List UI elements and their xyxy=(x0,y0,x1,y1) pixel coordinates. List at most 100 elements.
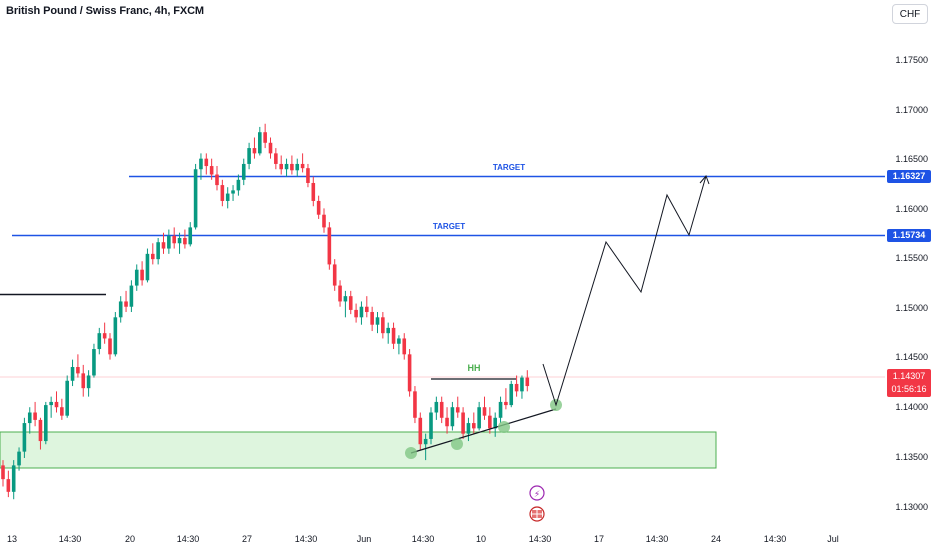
price-tick: 1.14500 xyxy=(895,352,928,362)
candle-body xyxy=(70,367,75,381)
target-upper-price-label: 1.16327 xyxy=(887,170,931,183)
candle-body xyxy=(322,214,326,228)
hh-text: HH xyxy=(467,363,481,373)
candle-body xyxy=(209,166,214,175)
current-price-label: 1.14307 01:56:16 xyxy=(887,369,931,397)
candle-body xyxy=(439,401,444,418)
candle-body xyxy=(514,383,519,392)
price-chart[interactable]: ⚡ xyxy=(0,0,885,550)
candle-body xyxy=(124,301,128,307)
candle-body xyxy=(466,423,471,434)
candle-body xyxy=(316,200,321,215)
countdown-timer: 01:56:16 xyxy=(891,384,927,394)
ascending-trendline[interactable] xyxy=(410,408,557,454)
candle-body xyxy=(145,253,150,281)
candle-body xyxy=(258,132,262,154)
candle-body xyxy=(97,333,102,350)
price-tick: 1.15000 xyxy=(895,303,928,313)
swing-marker xyxy=(498,421,510,433)
candle-body xyxy=(338,285,342,302)
candle-body xyxy=(354,309,358,318)
candle-body xyxy=(188,227,193,245)
candle-body xyxy=(386,327,390,334)
candle-body xyxy=(520,377,524,392)
price-tick: 1.14000 xyxy=(895,402,928,412)
time-tick: 24 xyxy=(710,534,722,544)
candle-body xyxy=(407,354,412,392)
candle-body xyxy=(161,242,166,249)
demand-zone[interactable] xyxy=(0,431,717,469)
candle-body xyxy=(118,301,123,318)
swing-marker xyxy=(451,438,463,450)
candle-body xyxy=(167,235,171,249)
candles-group xyxy=(1,123,530,500)
time-tick: 27 xyxy=(241,534,253,544)
candle-body xyxy=(370,312,374,325)
candle-body xyxy=(65,380,69,416)
candle-body xyxy=(220,185,225,201)
candle-body xyxy=(38,419,43,442)
candle-body xyxy=(413,391,417,418)
candle-body xyxy=(140,269,144,281)
candle-body xyxy=(6,479,11,492)
candle-body xyxy=(92,349,96,376)
projection-arrowhead xyxy=(699,175,710,185)
time-tick: 14:30 xyxy=(528,534,552,544)
time-tick: 14:30 xyxy=(411,534,435,544)
time-tick: Jul xyxy=(827,534,839,544)
candle-body xyxy=(151,253,155,260)
time-tick: 14:30 xyxy=(645,534,669,544)
target-lower-text: TARGET xyxy=(432,222,466,231)
candle-body xyxy=(365,306,369,313)
candle-body xyxy=(391,327,396,344)
candle-body xyxy=(225,193,230,201)
candle-body xyxy=(241,163,246,180)
candle-body xyxy=(423,438,428,445)
candle-body xyxy=(482,407,487,416)
candle-body xyxy=(418,417,423,445)
time-tick: 13 xyxy=(6,534,18,544)
candle-body xyxy=(279,163,283,170)
candle-body xyxy=(332,264,337,286)
price-tick: 1.17000 xyxy=(895,105,928,115)
candle-body xyxy=(17,451,21,466)
currency-button[interactable]: CHF xyxy=(892,4,928,24)
price-tick: 1.13500 xyxy=(895,452,928,462)
candle-body xyxy=(236,179,241,191)
candle-body xyxy=(455,407,460,413)
time-tick: 14:30 xyxy=(763,534,787,544)
candle-body xyxy=(86,375,91,389)
projection-path[interactable] xyxy=(542,175,707,407)
time-tick: Jun xyxy=(356,534,372,544)
candle-body xyxy=(295,163,300,171)
candle-body xyxy=(129,285,134,307)
candle-body xyxy=(348,296,353,310)
price-tick: 1.16000 xyxy=(895,204,928,214)
candle-body xyxy=(402,338,407,355)
candle-body xyxy=(177,237,182,244)
price-tick: 1.15500 xyxy=(895,253,928,263)
price-tick: 1.16500 xyxy=(895,154,928,164)
current-price-value: 1.14307 xyxy=(892,371,926,381)
price-tick: 1.17500 xyxy=(895,55,928,65)
candle-body xyxy=(461,412,465,434)
time-tick: 10 xyxy=(475,534,487,544)
price-axis[interactable]: CHF 1.17500 1.17000 1.16500 1.16000 1.15500 1… xyxy=(885,0,932,550)
candle-body xyxy=(247,148,251,164)
time-tick: 14:30 xyxy=(58,534,82,544)
candle-body xyxy=(183,237,187,245)
candle-body xyxy=(381,317,385,334)
candle-body xyxy=(204,158,209,167)
time-tick: 14:30 xyxy=(294,534,318,544)
candle-body xyxy=(359,306,364,318)
candle-body xyxy=(397,338,401,344)
candle-body xyxy=(76,367,80,374)
candle-body xyxy=(477,407,481,429)
event-icon[interactable] xyxy=(529,485,545,501)
candle-body xyxy=(268,142,273,154)
candle-body xyxy=(102,333,107,339)
candle-body xyxy=(472,423,476,429)
candle-body xyxy=(215,174,219,186)
candle-body xyxy=(504,401,508,406)
candle-body xyxy=(445,417,449,427)
